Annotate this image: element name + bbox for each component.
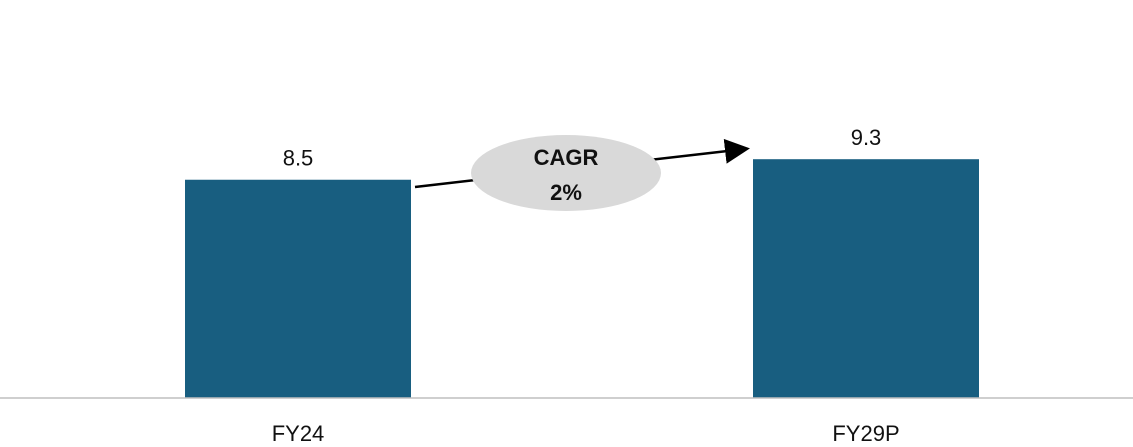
cagr-annotation: CAGR 2% [414, 135, 750, 211]
value-labels-group: 8.5 9.3 [283, 125, 882, 171]
cagr-label: CAGR [534, 145, 599, 170]
bar-fy24 [185, 179, 411, 398]
value-label-fy24: 8.5 [283, 146, 314, 171]
cagr-value: 2% [550, 180, 582, 205]
category-label-fy29p: FY29P [832, 421, 899, 446]
bar-fy29p [753, 159, 979, 398]
category-labels-group: FY24 FY29P [272, 421, 900, 446]
bars-group [185, 159, 979, 398]
value-label-fy29p: 9.3 [851, 125, 882, 150]
cagr-ellipse [471, 135, 661, 211]
category-label-fy24: FY24 [272, 421, 325, 446]
